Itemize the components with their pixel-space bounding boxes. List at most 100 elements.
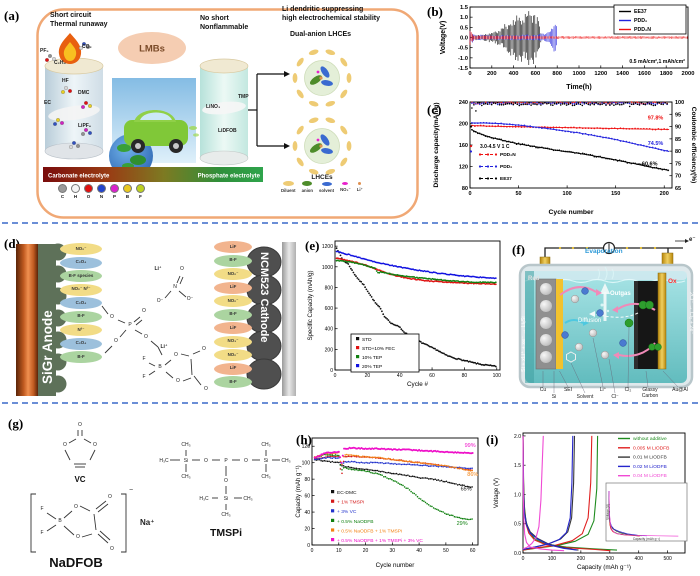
label-cl-ion: Cl⁻ [611,394,619,400]
svg-text:1800: 1800 [660,71,673,77]
tmspi-atoms: H₃C Si CH₃ CH₃ O P O Si CH₃ CH₃ CH₃ O Si H₃C CH₃ CH₃ [159,441,292,519]
svg-text:2000: 2000 [682,71,695,77]
si-particles [539,282,553,364]
svg-text:0.0: 0.0 [514,551,521,557]
svg-text:800: 800 [325,285,334,291]
svg-text:Cycle number: Cycle number [376,562,415,569]
svg-text:PDD₂N: PDD₂N [634,27,651,33]
ion-spheres [561,287,662,360]
solvent-molecule [566,351,576,363]
label-solvent: Solvent [576,394,594,400]
svg-text:O: O [202,346,206,352]
svg-text:80: 80 [462,186,468,192]
svg-text:CH₃: CH₃ [181,442,190,448]
svg-text:500: 500 [663,556,672,562]
svg-text:Si: Si [224,496,228,502]
panel-g-tag: (g) [8,416,24,431]
svg-text:0: 0 [334,373,337,379]
caption-dual-anion: Dual-anion LHCEs [290,31,352,38]
svg-text:1.5: 1.5 [514,463,521,469]
svg-text:0.0: 0.0 [460,36,468,42]
svg-text:+ 0.5% NaODFB + 1% TMSPi + 3%: + 0.5% NaODFB + 1% TMSPi + 3% VC [337,538,423,544]
svg-text:120: 120 [459,165,468,171]
svg-text:10% TEP: 10% TEP [362,355,382,361]
mol-label-tmp: TMP [238,94,249,100]
svg-text:200: 200 [660,191,669,197]
svg-text:F: F [142,356,145,362]
svg-text:Specific Capacity (mAh/g): Specific Capacity (mAh/g) [307,270,314,340]
sei-layer [556,279,563,369]
svg-text:60: 60 [470,548,476,554]
svg-text:O: O [78,422,82,428]
label-si: Si [551,394,557,400]
svg-text:29%: 29% [457,521,468,527]
caption-li-dendritic: Li dendritic suppressing high electrochem… [282,6,381,22]
svg-text:O: O [93,442,97,448]
svg-text:B: B [58,518,62,524]
mol-label-lipf6: LiPF₆ [78,123,92,129]
label-glassy-carbon: Glassy Carbon [641,387,659,399]
svg-text:+ 3% VC: + 3% VC [337,509,357,515]
chart-voltage-capacity: 0 100 200 300 400 500 0.0 0.5 1.0 1.5 2.0 Capacity … [493,432,688,571]
svg-text:Voltage (V): Voltage (V) [606,504,610,520]
svg-text:CH₃: CH₃ [261,442,270,448]
svg-text:EE37: EE37 [500,176,512,182]
svg-text:EC-DMC: EC-DMC [337,490,357,496]
mol-label-lidfob: LiDFOB [218,128,237,134]
divider-top [2,222,698,224]
svg-text:0: 0 [522,556,525,562]
svg-text:400: 400 [635,556,644,562]
outgas-arrow [600,283,610,294]
svg-text:20: 20 [365,373,371,379]
svg-text:O: O [176,378,180,384]
svg-text:Capacity (mAh g⁻¹): Capacity (mAh g⁻¹) [295,465,302,517]
svg-text:CH₃: CH₃ [243,496,252,502]
ncm523-cathode-particles [246,246,282,390]
nadfob-charge: − [129,487,133,494]
panel-a-border [36,8,419,219]
svg-text:80: 80 [462,373,468,379]
svg-text:60: 60 [304,494,310,500]
svg-text:0.02 M LiODFB: 0.02 M LiODFB [633,464,667,470]
svg-text:300: 300 [606,556,615,562]
ncm523-cathode-label: NCM523 Cathode [258,252,270,343]
svg-text:1000: 1000 [573,71,586,77]
svg-text:Capacity (mAh g⁻¹): Capacity (mAh g⁻¹) [633,537,660,541]
sigr-anode-label: SiGr Anode [40,310,55,384]
caption-no-short: No short Nonflammable [200,15,249,31]
svg-text:CH₃: CH₃ [221,512,230,518]
svg-text:100: 100 [302,461,311,467]
svg-text:50: 50 [515,191,521,197]
panel-b-tag: (b) [427,4,443,19]
label-leader-lines [542,326,679,394]
svg-text:CH₃: CH₃ [261,474,270,480]
svg-text:0.04 M LiODFB: 0.04 M LiODFB [633,473,667,479]
svg-text:85: 85 [675,137,681,143]
svg-text:Capacity (mAh g⁻¹): Capacity (mAh g⁻¹) [577,564,631,571]
mol-label-co2: CO₂ [82,44,92,50]
svg-text:O: O [144,334,148,340]
svg-text:90: 90 [675,125,681,131]
panel-h-tag: (h) [296,432,312,447]
svg-text:30: 30 [390,548,396,554]
svg-text:-1.5: -1.5 [458,66,469,72]
svg-text:O: O [74,504,78,510]
mol-label-c2h4: C₂H₄ [54,60,66,66]
arrow-to-lhce [248,73,284,147]
svg-text:1.0: 1.0 [460,15,468,21]
label-au-al: Au@Al [672,387,688,393]
label-cu: Cu [539,387,547,393]
mol-label-pf5: PF₅ [40,48,49,54]
svg-text:100: 100 [563,191,572,197]
chart-discharge-capacity: 0 50 100 150 200 80 120 160 200 240 65 70 75 80 85 90 95… [433,100,697,216]
svg-text:200: 200 [577,556,586,562]
svg-text:20% TEP: 20% TEP [362,364,382,370]
svg-text:N: N [173,284,177,290]
svg-text:Cycle #: Cycle # [407,381,428,388]
svg-text:60.6%: 60.6% [642,161,658,167]
anode-reaction-label: Si + xLi⁺ + xe⁻ → LiₓSi [521,316,527,372]
mol-label-ec: EC [44,100,51,106]
electron-label: e⁻ [689,237,696,243]
lmbs-label: LMBs [139,44,165,55]
svg-text:+ 1% TMSPi: + 1% TMSPi [337,500,364,506]
